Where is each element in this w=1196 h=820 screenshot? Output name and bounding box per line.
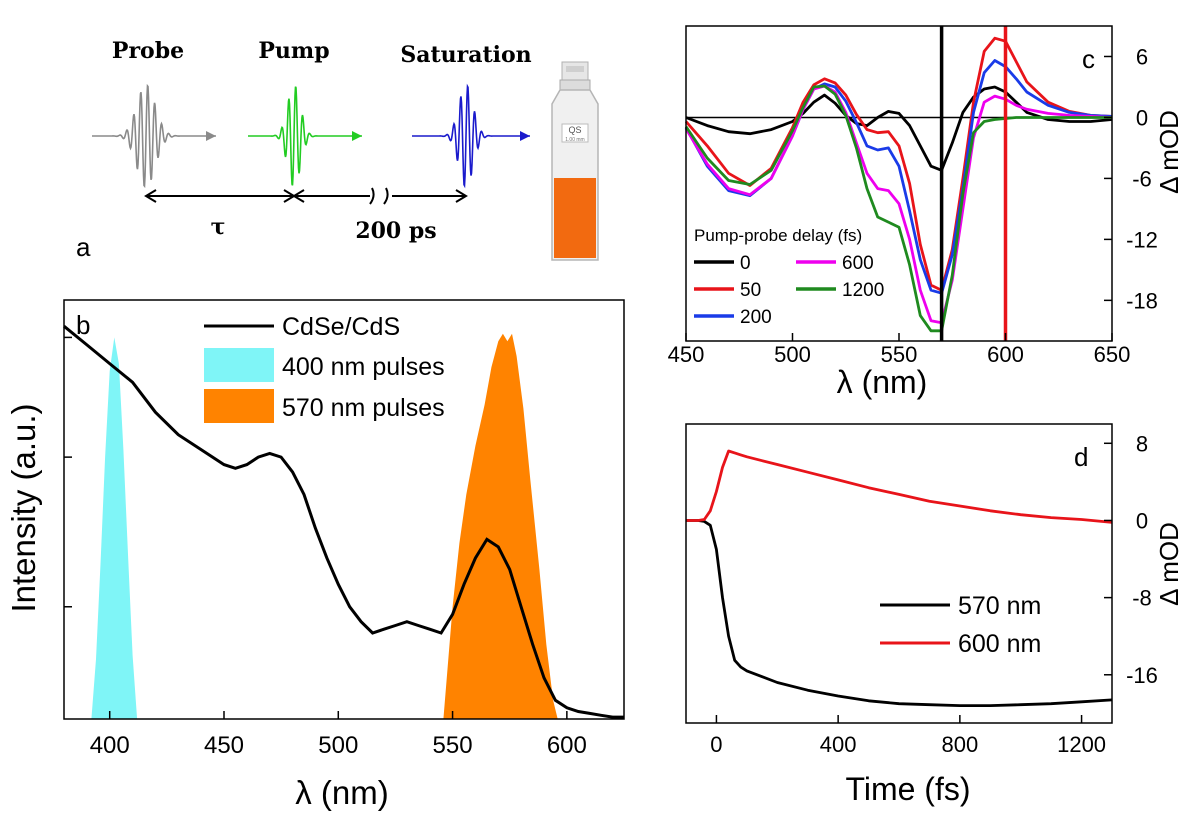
legend-cdse-text: CdSe/CdS [282, 313, 400, 341]
panel-a-schematic: Probe Pump Saturation τ 200 ps a [76, 38, 599, 262]
pump-label: Pump [258, 38, 329, 64]
cuvette-icon: QS 1.00 mm [551, 61, 599, 261]
panel-b-ylabel: Intensity (a.u.) [5, 403, 42, 612]
pulse-spectrum-area [91, 337, 138, 719]
delay-arrow-icon [144, 189, 296, 203]
gap-arrow-icon [292, 187, 468, 205]
y-tick-label: 6 [1136, 44, 1148, 69]
panel-b-frame [63, 299, 625, 720]
panel-a-label: a [76, 232, 91, 262]
pulse-wave [248, 86, 362, 186]
legend-label-1200: 1200 [842, 280, 884, 301]
panel-d-ylabel: Δ mOD [1154, 522, 1184, 606]
panel-b-xlabel: λ (nm) [295, 774, 389, 811]
y-tick-label: -8 [1132, 586, 1152, 611]
panel-d-xlabel: Time (fs) [845, 771, 970, 807]
pump-pulse-icon [248, 86, 362, 186]
pulse-spectrum-area [443, 333, 558, 719]
x-tick-label: 600 [547, 732, 587, 759]
legend-label-50: 50 [740, 280, 761, 301]
x-tick-label: 450 [204, 732, 244, 759]
y-tick-label: -6 [1132, 166, 1152, 191]
y-tick-label: 8 [1136, 431, 1148, 456]
tau-label: τ [211, 214, 226, 240]
panel-c-label: c [1082, 44, 1095, 74]
gap-label: 200 ps [355, 218, 436, 244]
panel-c-xlabel: λ (nm) [837, 364, 928, 400]
panel-d-frame [685, 423, 1113, 724]
panel-c-chart: 450 500 550 600 650-18-12-606 c Pump-probe d… [668, 25, 1184, 400]
cuvette-path: 1.00 mm [565, 137, 584, 143]
spectrum-line-1200fs [684, 84, 1112, 333]
panel-b-label: b [76, 310, 90, 340]
x-tick-label: 500 [774, 342, 811, 367]
panel-c-legend-title: Pump-probe delay (fs) [694, 226, 862, 245]
legend-570-swatch [204, 389, 274, 423]
x-tick-label: 400 [820, 732, 857, 757]
pulse-wave [92, 83, 216, 189]
pulse-arrowhead [352, 131, 362, 141]
saturation-pulse-icon [412, 83, 530, 189]
x-tick-label: 600 [987, 342, 1024, 367]
x-tick-label: 550 [433, 732, 473, 759]
cuvette-text: QS [568, 125, 581, 135]
x-tick-label: 400 [90, 732, 130, 759]
legend-400-text: 400 nm pulses [282, 353, 445, 381]
panel-d-label: d [1074, 442, 1088, 472]
legend-570-text: 570 nm pulses [282, 394, 445, 422]
pulse-wave [412, 83, 530, 189]
y-tick-label: 0 [1136, 508, 1148, 533]
legend-400-swatch [204, 348, 274, 382]
spectrum-line-600fs [684, 84, 1113, 325]
y-tick-label: -18 [1126, 288, 1158, 313]
panel-b-chart: 400 450 500 550 600 b CdSe/CdS 400 nm pulses… [5, 299, 625, 811]
y-tick-label: -12 [1126, 227, 1158, 252]
spectrum-line-0fs [685, 85, 1113, 172]
kinetic-trace-570nm [686, 519, 1113, 707]
x-tick-label: 1200 [1057, 732, 1106, 757]
kinetic-trace-600nm [686, 449, 1113, 524]
legend-600nm-text: 600 nm [958, 630, 1041, 658]
x-tick-label: 650 [1094, 342, 1131, 367]
x-tick-label: 800 [941, 732, 978, 757]
probe-label: Probe [112, 38, 184, 64]
y-tick-label: -16 [1126, 663, 1158, 688]
x-tick-label: 500 [318, 732, 358, 759]
pulse-arrowhead [520, 131, 530, 141]
legend-570nm-text: 570 nm [958, 592, 1041, 620]
spectrum-line-50fs [684, 36, 1113, 292]
pulse-arrowhead [206, 131, 216, 141]
panel-d-chart: 0 400 800 1200 -16 -8 0 8 d 570 nm 600 nm Time … [685, 423, 1184, 807]
cdse-spectrum-line [63, 325, 624, 719]
legend-label-200: 200 [740, 307, 772, 328]
probe-pulse-icon [92, 83, 216, 189]
x-tick-label: 550 [881, 342, 918, 367]
y-tick-label: 0 [1136, 105, 1148, 130]
panel-c-ylabel: Δ mOD [1154, 110, 1184, 194]
x-tick-label: 450 [668, 342, 705, 367]
saturation-label: Saturation [400, 42, 531, 68]
x-tick-label: 0 [710, 732, 722, 757]
legend-label-0: 0 [740, 253, 751, 274]
legend-label-600: 600 [842, 253, 874, 274]
